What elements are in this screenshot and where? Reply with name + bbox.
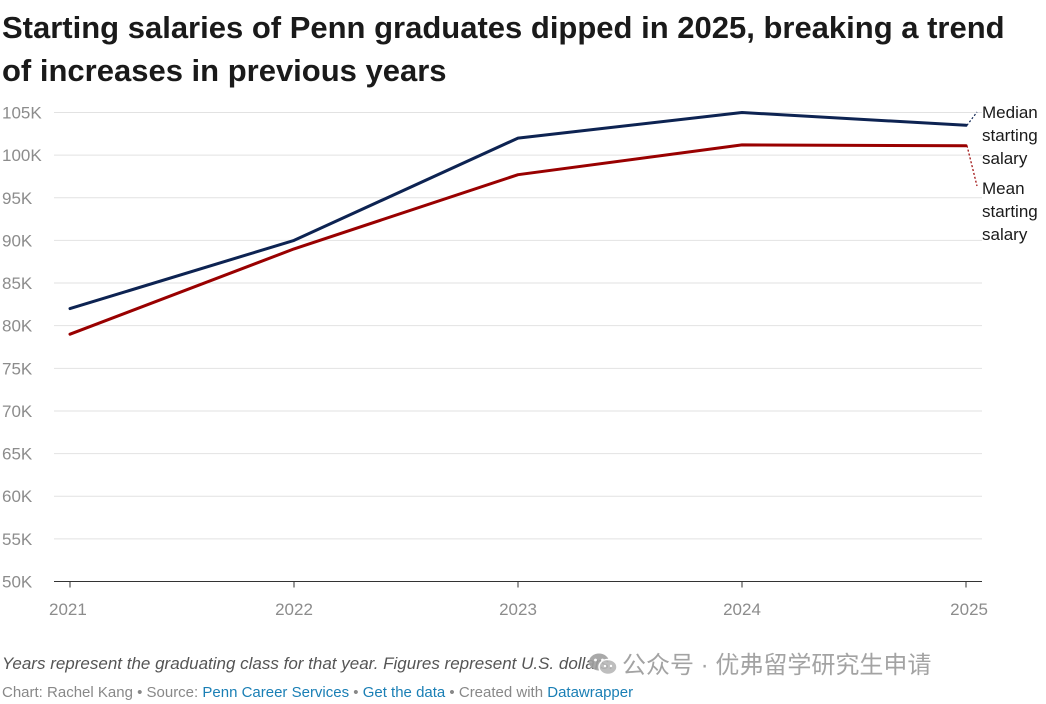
source-link[interactable]: Penn Career Services (202, 684, 350, 701)
y-tick-label: 90K (2, 231, 33, 250)
byline-separator: • (445, 684, 459, 701)
y-axis-ticks: 105K 100K 95K 90K 85K 80K 75K 70K 65K 60K 55K 50K (2, 104, 42, 592)
chart-title: Starting salaries of Penn graduates dipp… (2, 10, 1005, 88)
byline-created-prefix: Created with (458, 684, 548, 701)
series-labels: Median starting salary Mean starting salary (966, 103, 1038, 244)
series-label-line: starting (982, 202, 1038, 221)
y-tick-label: 55K (2, 530, 33, 549)
chart-notes: Years represent the graduating class for… (2, 654, 614, 673)
series-line-median (68, 111, 968, 311)
wechat-icon (589, 653, 618, 676)
x-tick-label: 2021 (49, 600, 87, 619)
watermark-text: 公众号 · 优弗留学研究生申请 (622, 652, 932, 679)
y-tick-label: 80K (2, 317, 33, 336)
y-tick-label: 105K (2, 104, 42, 123)
label-connector (966, 111, 978, 126)
y-tick-label: 65K (2, 445, 33, 464)
byline-separator: • (132, 684, 147, 701)
series-line-mean (68, 143, 968, 336)
watermark: 公众号 · 优弗留学研究生申请 (588, 645, 931, 680)
series-label-line: Mean (982, 179, 1025, 198)
chart-byline: Chart: Rachel Kang • Source: Penn Career… (2, 684, 633, 701)
y-tick-label: 95K (2, 189, 33, 208)
x-axis-ticks: 2021 2022 2023 2024 2025 (49, 581, 988, 619)
gridlines (54, 112, 982, 582)
y-tick-label: 70K (2, 402, 33, 421)
byline-author: Chart: Rachel Kang (2, 684, 133, 701)
byline-separator: • (349, 684, 363, 701)
y-tick-label: 60K (2, 487, 33, 506)
series-label-line: Median (982, 103, 1038, 122)
y-tick-label: 50K (2, 573, 33, 592)
series-label-line: salary (982, 225, 1028, 244)
y-tick-label: 85K (2, 274, 33, 293)
line-chart: 105K 100K 95K 90K 85K 80K 75K 70K 65K 60K 55K 50K 2… (2, 103, 1038, 619)
byline-source-prefix: Source: (146, 684, 203, 701)
x-tick-label: 2024 (723, 600, 761, 619)
label-connector (966, 145, 978, 187)
x-tick-label: 2023 (499, 600, 537, 619)
x-tick-label: 2022 (275, 600, 313, 619)
datawrapper-link[interactable]: Datawrapper (547, 684, 634, 701)
y-tick-label: 100K (2, 146, 42, 165)
x-tick-label: 2025 (950, 600, 988, 619)
series-lines (68, 111, 968, 336)
series-label-line: starting (982, 126, 1038, 145)
series-label-line: salary (982, 149, 1028, 168)
get-data-link[interactable]: Get the data (362, 684, 446, 701)
y-tick-label: 75K (2, 359, 33, 378)
